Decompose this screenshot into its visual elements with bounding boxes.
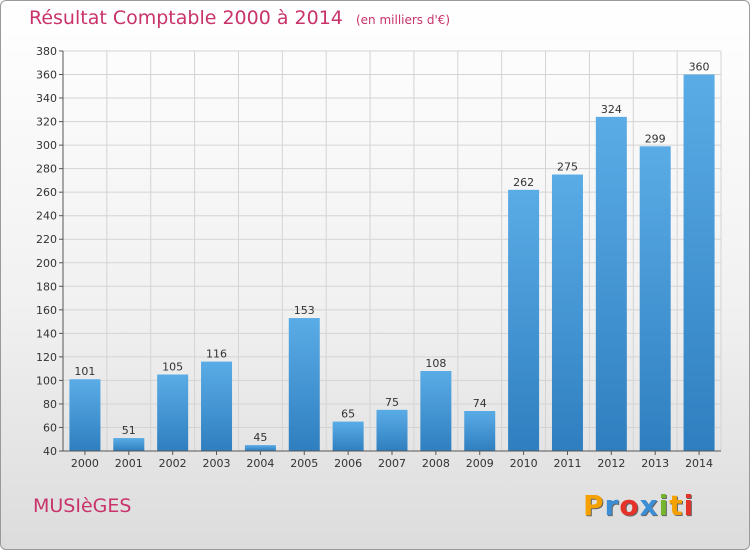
y-tick-label: 200	[36, 257, 57, 270]
bar	[683, 74, 715, 451]
bar	[332, 421, 364, 451]
y-tick-label: 160	[36, 304, 57, 317]
x-tick-label: 2012	[597, 457, 625, 470]
x-tick-label: 2011	[553, 457, 581, 470]
x-tick-label: 2014	[685, 457, 713, 470]
x-tick-label: 2002	[159, 457, 187, 470]
y-tick-label: 220	[36, 233, 57, 246]
y-tick-label: 60	[43, 421, 57, 434]
data-label: 75	[385, 396, 399, 409]
y-tick-label: 360	[36, 69, 57, 82]
bar	[595, 116, 627, 451]
proxiti-logo: Proxiti	[583, 489, 694, 522]
bar	[244, 445, 276, 451]
data-label: 108	[425, 357, 446, 370]
bar	[113, 438, 145, 451]
bar	[551, 174, 583, 451]
x-tick-label: 2004	[246, 457, 274, 470]
data-label: 65	[341, 408, 355, 421]
data-label: 105	[162, 361, 183, 374]
y-tick-label: 340	[36, 92, 57, 105]
y-tick-label: 180	[36, 280, 57, 293]
y-tick-label: 240	[36, 210, 57, 223]
y-tick-label: 300	[36, 139, 57, 152]
y-tick-label: 280	[36, 163, 57, 176]
logo-letter: x	[639, 489, 659, 522]
commune-name: MUSIèGES	[33, 495, 132, 517]
x-tick-label: 2003	[203, 457, 231, 470]
y-tick-label: 140	[36, 327, 57, 340]
bar	[508, 189, 540, 451]
data-label: 116	[206, 348, 227, 361]
bar	[288, 318, 320, 451]
y-tick-label: 120	[36, 351, 57, 364]
data-label: 262	[513, 176, 534, 189]
logo-letter: P	[583, 489, 605, 522]
x-tick-label: 2009	[466, 457, 494, 470]
data-label: 101	[74, 365, 95, 378]
y-tick-label: 260	[36, 186, 57, 199]
y-tick-label: 320	[36, 116, 57, 129]
bar	[639, 146, 671, 451]
y-tick-label: 80	[43, 398, 57, 411]
bar	[201, 361, 233, 451]
bar	[69, 379, 101, 451]
logo-letter: t	[669, 489, 684, 522]
chart-subtitle: (en milliers d'€)	[355, 13, 451, 27]
logo-letter: i	[658, 489, 670, 522]
logo-letter: r	[604, 489, 620, 522]
x-tick-label: 2013	[641, 457, 669, 470]
data-label: 45	[253, 431, 267, 444]
logo-letter: i	[683, 489, 695, 522]
data-label: 324	[601, 103, 622, 116]
bar	[376, 409, 408, 451]
y-tick-label: 40	[43, 445, 57, 458]
x-tick-label: 2008	[422, 457, 450, 470]
x-tick-label: 2005	[290, 457, 318, 470]
title-row: Résultat Comptable 2000 à 2014 (en milli…	[29, 7, 450, 29]
bar	[464, 411, 496, 451]
x-tick-label: 2007	[378, 457, 406, 470]
data-label: 299	[645, 132, 666, 145]
data-label: 275	[557, 161, 578, 174]
y-tick-label: 100	[36, 374, 57, 387]
bar	[420, 371, 452, 451]
y-tick-label: 380	[36, 45, 57, 58]
data-label: 74	[473, 397, 487, 410]
x-tick-label: 2000	[71, 457, 99, 470]
chart-title: Résultat Comptable 2000 à 2014	[29, 7, 343, 29]
x-tick-label: 2010	[510, 457, 538, 470]
x-tick-label: 2006	[334, 457, 362, 470]
data-label: 360	[689, 61, 710, 74]
data-label: 153	[294, 304, 315, 317]
x-tick-label: 2001	[115, 457, 143, 470]
data-label: 51	[122, 424, 136, 437]
logo-letter: o	[619, 489, 640, 522]
bar	[157, 374, 189, 451]
